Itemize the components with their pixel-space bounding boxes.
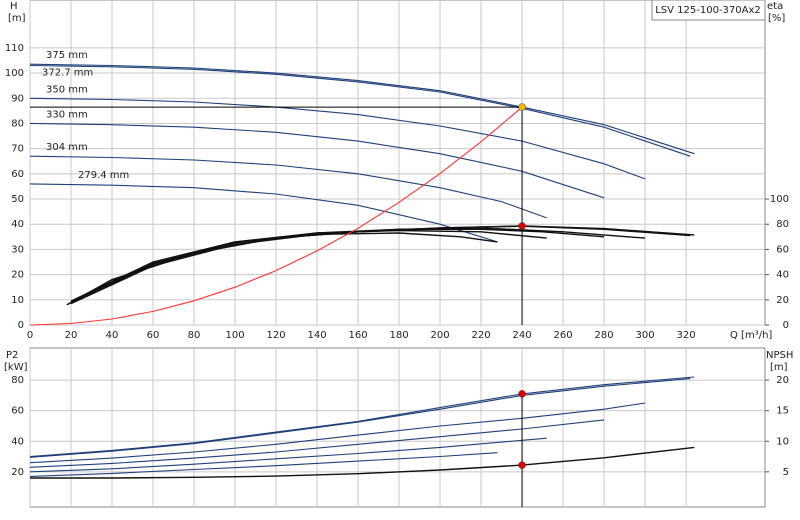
x-tick-label: 60 (147, 330, 160, 341)
series-line (29, 64, 691, 157)
y-tick-label: 100 (5, 68, 24, 79)
series-line (29, 97, 646, 180)
y-axis-unit: [m] (8, 13, 26, 24)
series-label: 372.7 mm (42, 68, 93, 79)
y-tick-label: 30 (11, 244, 24, 255)
y-tick-label: 40 (11, 436, 24, 447)
plot-area (29, 0, 766, 326)
x-tick-label: 0 (27, 330, 33, 341)
y2-tick-label: 5 (783, 467, 789, 478)
series-line (29, 437, 547, 473)
y-tick-label: 20 (11, 270, 24, 281)
y2-tick-label: 100 (770, 194, 789, 205)
x-tick-label: 260 (554, 330, 573, 341)
y2-tick-label: 0 (783, 320, 789, 331)
y-tick-label: 60 (11, 169, 24, 180)
x-tick-label: 80 (188, 330, 201, 341)
series-line (29, 63, 695, 155)
y2-tick-label: 10 (776, 436, 789, 447)
y-tick-label: 10 (11, 295, 24, 306)
operating-point (518, 390, 526, 398)
y-tick-label: 110 (5, 43, 24, 54)
y-tick-label: 50 (11, 194, 24, 205)
x-tick-label: 40 (106, 330, 119, 341)
series-line (70, 229, 547, 303)
x-tick-label: 240 (513, 330, 532, 341)
y-tick-label: 80 (11, 375, 24, 386)
x-tick-label: 180 (389, 330, 408, 341)
y2-tick-label: 20 (776, 295, 789, 306)
x-tick-label: 120 (266, 330, 285, 341)
y2-tick-label: 60 (776, 244, 789, 255)
series-label: 279.4 mm (78, 170, 129, 181)
y-tick-label: 90 (11, 93, 24, 104)
y2-tick-label: 20 (776, 375, 789, 386)
x-tick-label: 300 (636, 330, 655, 341)
x-tick-label: 320 (677, 330, 696, 341)
series-line (30, 446, 695, 479)
y-axis-label: P2 (6, 350, 18, 361)
series-label: 375 mm (46, 50, 88, 61)
x-tick-label: 220 (471, 330, 490, 341)
series-label: 330 mm (46, 109, 88, 120)
chart-title: LSV 125-100-370Ax2 (655, 5, 761, 16)
series-line (29, 183, 498, 243)
operating-point (518, 103, 526, 111)
x-tick-label: 20 (65, 330, 78, 341)
x-axis-label: Q [m³/h] (730, 330, 772, 341)
series-line (29, 122, 605, 199)
operating-point (518, 461, 526, 469)
x-tick-label: 140 (307, 330, 326, 341)
series-line (29, 402, 646, 464)
y-tick-label: 40 (11, 219, 24, 230)
y-tick-label: 60 (11, 406, 24, 417)
series-label: 304 mm (46, 142, 88, 153)
series-label: 350 mm (46, 84, 88, 95)
y2-tick-label: 40 (776, 270, 789, 281)
operating-point (518, 222, 526, 230)
series-line (29, 452, 498, 477)
x-tick-label: 280 (595, 330, 614, 341)
x-tick-label: 100 (225, 330, 244, 341)
series-line (29, 106, 523, 326)
y-tick-label: 0 (18, 320, 24, 331)
y-axis-unit: [kW] (4, 362, 28, 373)
y2-axis-label: eta (767, 1, 783, 12)
series-line (29, 378, 691, 458)
y2-axis-unit: [%] (768, 13, 785, 24)
series-line (29, 155, 547, 219)
plot-area (29, 347, 766, 508)
title-box (651, 0, 766, 21)
series-line (29, 376, 695, 458)
x-tick-label: 160 (348, 330, 367, 341)
y-tick-label: 20 (11, 467, 24, 478)
series-line (29, 419, 605, 468)
y-tick-label: 70 (11, 144, 24, 155)
y2-axis-label: NPSH (766, 350, 793, 361)
y2-tick-label: 15 (776, 406, 789, 417)
series-line (70, 232, 498, 302)
y2-tick-label: 80 (776, 219, 789, 230)
y2-axis-unit: [m] (770, 362, 788, 373)
x-tick-label: 200 (430, 330, 449, 341)
y-tick-label: 80 (11, 118, 24, 129)
y-axis-label: H (10, 1, 18, 12)
